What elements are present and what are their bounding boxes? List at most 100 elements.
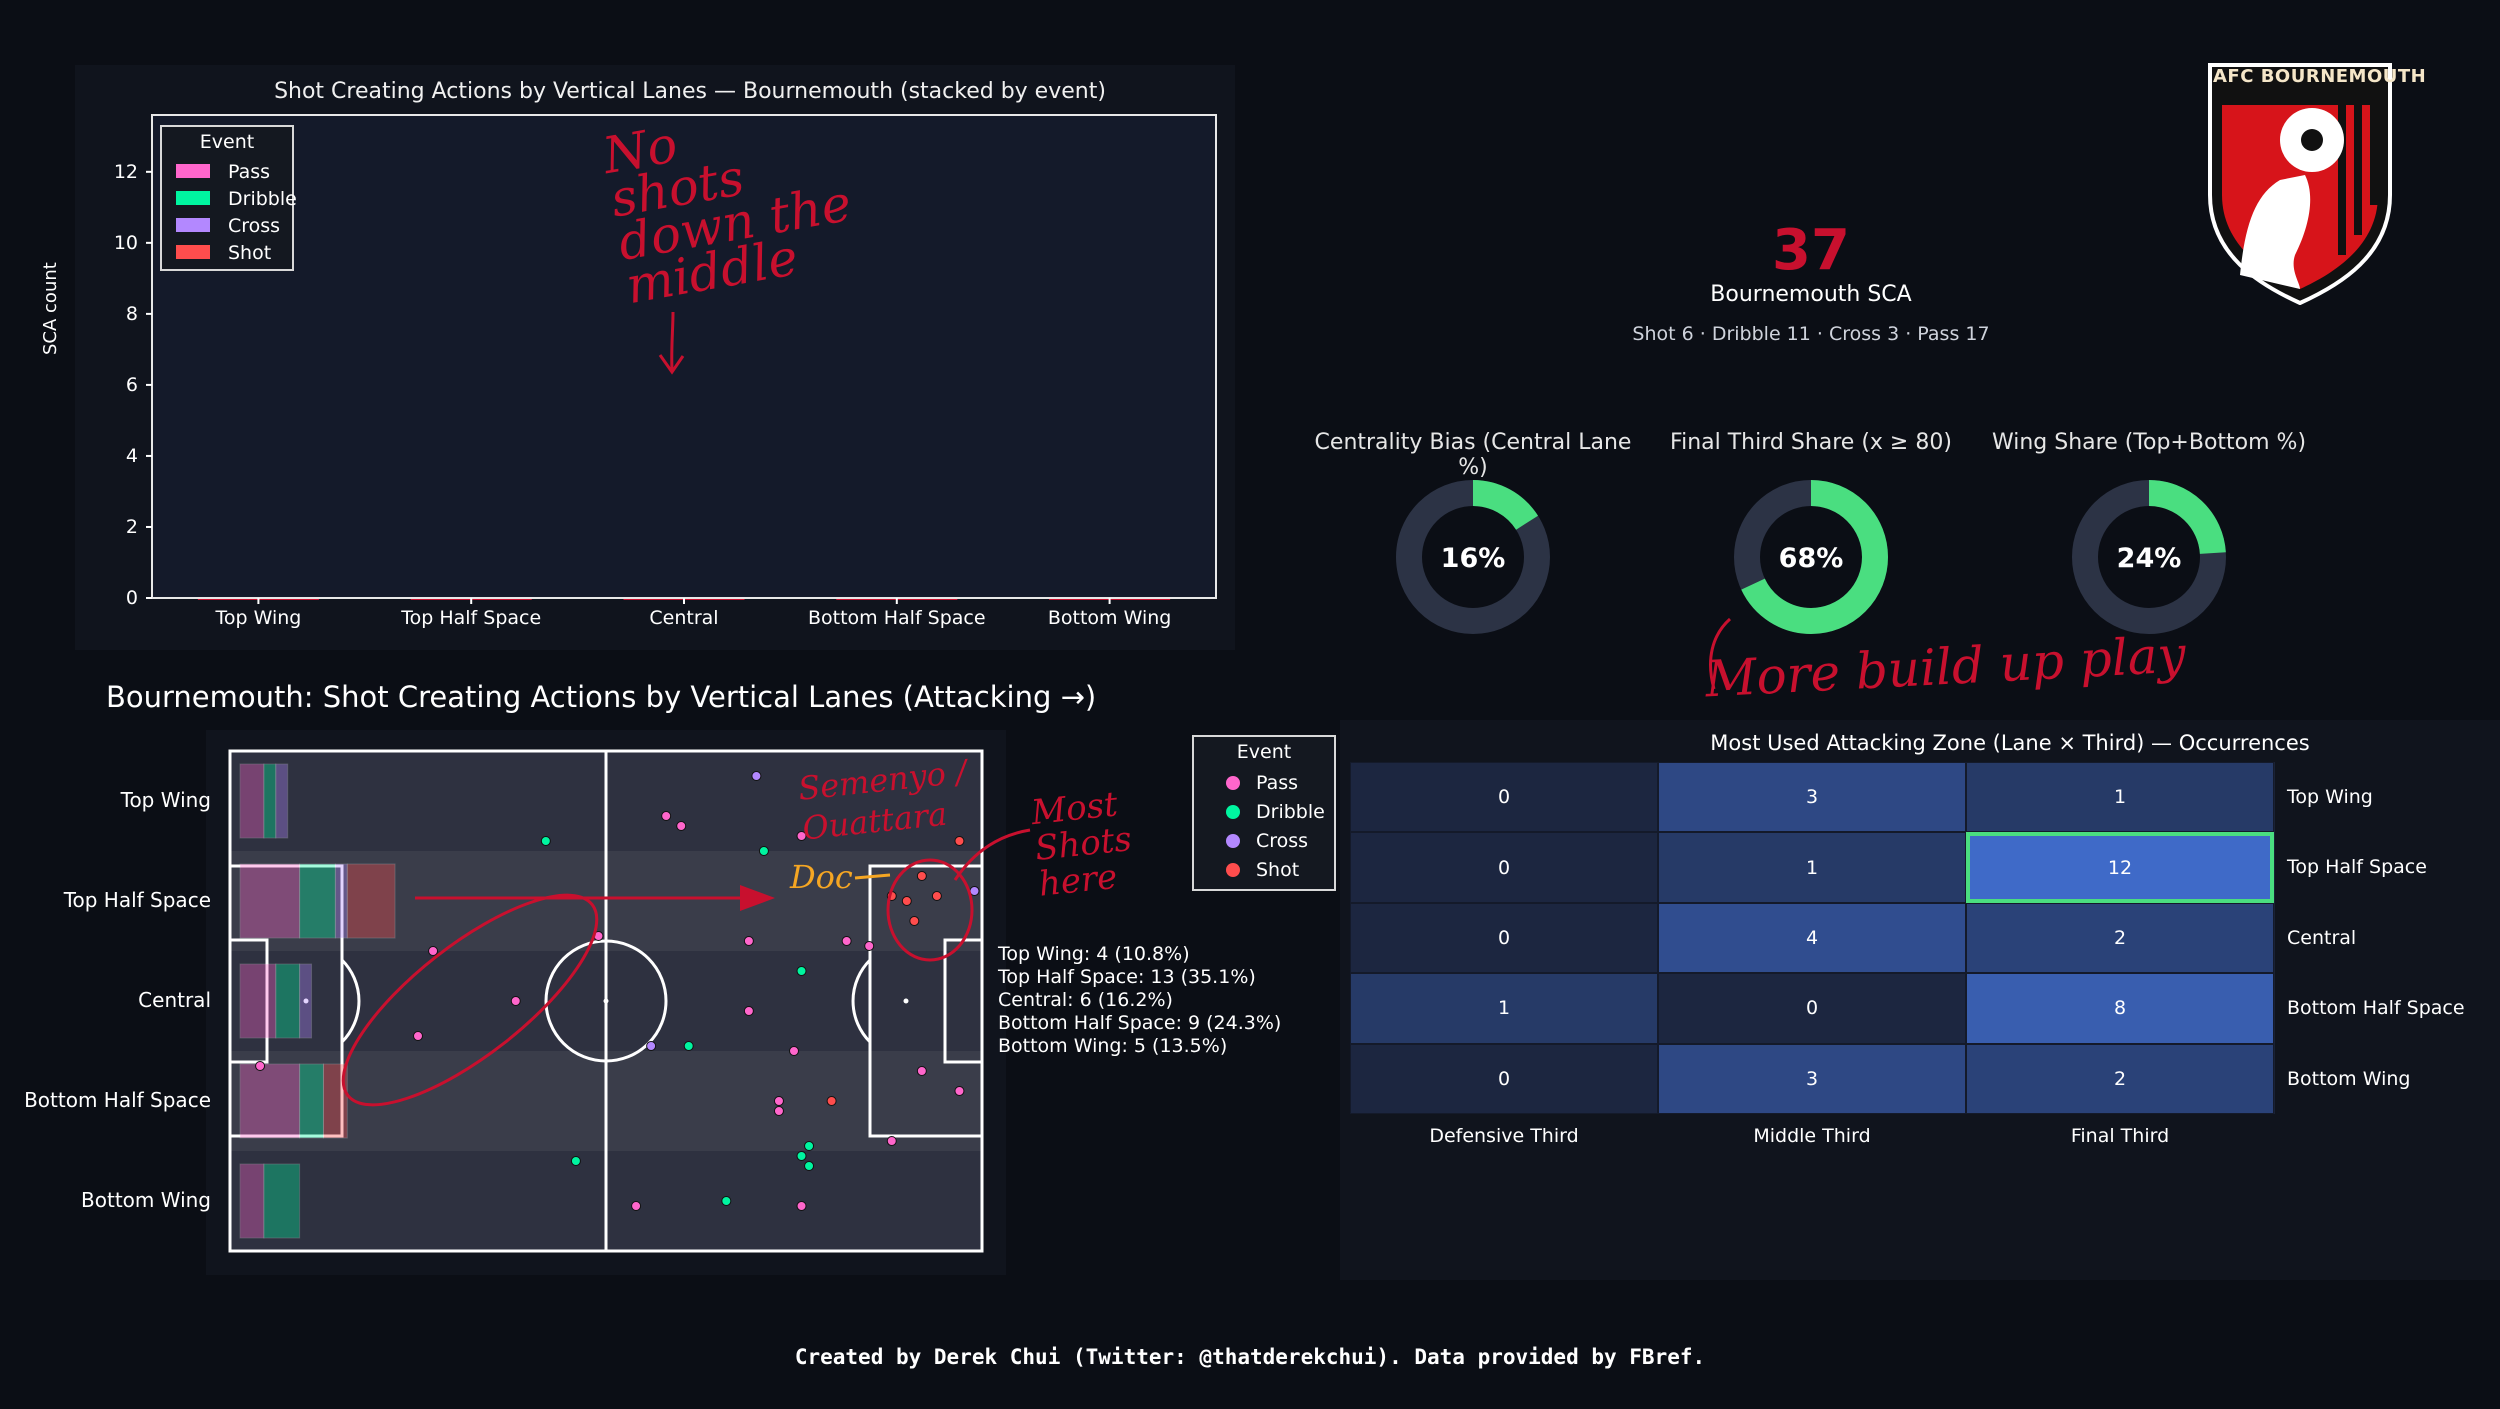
sca-point: [796, 1151, 807, 1161]
sca-point: [570, 1156, 581, 1166]
lane-bar-segment: [263, 1163, 301, 1239]
sca-point: [743, 936, 754, 946]
heatmap-cell: 1: [1350, 973, 1658, 1044]
logo-text: AFC BOURNEMOUTH: [2213, 66, 2427, 87]
donut-fill: [2072, 480, 2226, 634]
y-tick-label: 4: [126, 445, 138, 467]
heatmap-cell: 0: [1350, 762, 1658, 833]
heatmap-cell: 3: [1658, 1043, 1966, 1114]
legend-label: Cross: [228, 215, 281, 237]
x-tick-label: Bottom Half Space: [808, 607, 986, 629]
heatmap-row-label: Top Wing: [2287, 786, 2373, 808]
sca-point: [683, 1041, 694, 1051]
sca-label: Bournemouth SCA: [1710, 282, 1912, 307]
y-tick-label: 10: [114, 232, 138, 254]
sca-point: [631, 1201, 642, 1211]
legend-label: Dribble: [228, 188, 297, 210]
lane-label-central: Central: [138, 988, 211, 1012]
sca-point: [661, 811, 672, 821]
sca-point: [916, 871, 927, 881]
donut-fill: [1734, 480, 1888, 634]
lane-bar-segment: [299, 863, 336, 939]
legend-label: Dribble: [1256, 801, 1325, 823]
lane-bar-segment: [263, 763, 277, 839]
legend-label: Pass: [228, 161, 271, 183]
penalty-spot-left: [303, 998, 309, 1004]
sca-point: [916, 1066, 927, 1076]
sca-point: [773, 1106, 784, 1116]
sca-point: [721, 1196, 732, 1206]
sca-point: [826, 1096, 837, 1106]
penalty-arc-right: [851, 958, 872, 1044]
sca-point: [751, 771, 762, 781]
sca-total: 37: [1772, 218, 1850, 283]
sca-point: [428, 946, 439, 956]
lane-bar-segment: [239, 763, 265, 839]
heatmap-col-label: Final Third: [2070, 1125, 2170, 1147]
lane-bar-segment: [239, 1163, 265, 1239]
lane-bar-segment: [239, 1063, 301, 1139]
sca-point: [804, 1161, 815, 1171]
annotation-arrow-down: [658, 311, 685, 375]
y-tick-label: 0: [126, 587, 138, 609]
sca-point: [796, 966, 807, 976]
legend-label: Shot: [1256, 859, 1300, 881]
lane-label-bottom-half-space: Bottom Half Space: [24, 1088, 211, 1112]
heatmap-cell: 0: [1350, 1043, 1658, 1114]
legend-label: Shot: [228, 242, 272, 264]
heatmap-cell: 8: [1966, 973, 2274, 1044]
x-tick-label: Central: [649, 607, 718, 629]
sca-point: [676, 821, 687, 831]
kpi-value: 16%: [1441, 543, 1506, 574]
sca-point: [954, 836, 965, 846]
legend-dot: [1226, 776, 1240, 790]
kpi-donut: 16%: [1396, 480, 1550, 634]
sca-point: [743, 1006, 754, 1016]
heatmap-cell: 4: [1658, 902, 1966, 974]
lane-bar-segment: [322, 1063, 348, 1139]
annotation-bracket: [1709, 617, 1732, 690]
lane-label-bottom-wing: Bottom Wing: [81, 1188, 211, 1212]
heatmap-grid: 0 3 1 0 1 12 0 4 2 1 0 8 0 3 2: [1350, 762, 2275, 1114]
sca-point: [909, 916, 920, 926]
heatmap-row-label: Bottom Wing: [2287, 1067, 2411, 1090]
sca-breakdown: Shot 6 · Dribble 11 · Cross 3 · Pass 17: [1632, 323, 1990, 345]
heatmap-cell: 0: [1658, 973, 1966, 1044]
bar-legend-title: Event: [199, 131, 255, 153]
legend-swatch: [176, 218, 210, 232]
sca-point: [886, 1136, 897, 1146]
footer-credit: Created by Derek Chui (Twitter: @thatder…: [794, 1345, 1706, 1369]
heatmap-cell: 3: [1658, 762, 1966, 833]
sca-point: [789, 1046, 799, 1056]
sca-point: [540, 836, 551, 846]
lane-stat: Top Wing: 4 (10.8%): [998, 943, 1190, 965]
lane-stat: Bottom Wing: 5 (13.5%): [998, 1035, 1228, 1057]
heatmap-cell: 1: [1966, 762, 2274, 833]
legend-dot: [1226, 834, 1240, 848]
center-spot: [603, 998, 609, 1004]
x-tick-label: Bottom Wing: [1048, 607, 1171, 629]
donut-fill: [1396, 480, 1550, 634]
legend-swatch: [176, 191, 210, 205]
sca-point: [758, 846, 769, 856]
heatmap-cell: 2: [1966, 902, 2274, 974]
lane-bar-segment: [239, 963, 277, 1039]
lane-bar-segment: [334, 863, 348, 939]
y-tick-label: 6: [126, 374, 138, 396]
lane-stat: Bottom Half Space: 9 (24.3%): [998, 1012, 1282, 1034]
kpi-title: Centrality Bias (Central Lane %): [1314, 430, 1632, 480]
legend-swatch: [176, 245, 210, 259]
kpi-value: 24%: [2117, 543, 2182, 574]
heatmap-cell: 1: [1658, 832, 1966, 903]
lane-bar-segment: [239, 863, 301, 939]
club-crest-logo: [2208, 63, 2392, 305]
y-tick-label: 12: [114, 161, 138, 183]
pitch-title: Bournemouth: Shot Creating Actions by Ve…: [106, 680, 1097, 714]
lane-stats: Top Wing: 4 (10.8%) Top Half Space: 13 (…: [998, 943, 1281, 1058]
sca-point: [796, 831, 807, 841]
kpi-donut: 68%: [1734, 480, 1888, 634]
kpi-value: 68%: [1779, 543, 1844, 574]
heatmap-row-label: Central: [2287, 926, 2357, 949]
